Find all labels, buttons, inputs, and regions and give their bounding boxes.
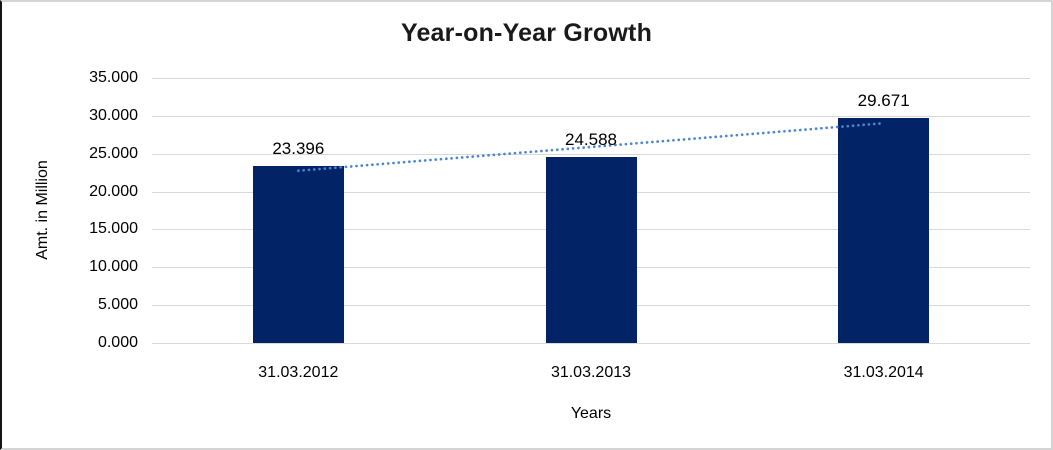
- y-tick-label: 20.000: [89, 182, 138, 200]
- data-label: 23.396: [272, 138, 325, 158]
- y-tick-label: 0.000: [97, 334, 138, 351]
- bar: [545, 156, 637, 343]
- y-tick-label: 30.000: [89, 106, 138, 124]
- x-tick-label: 31.03.2012: [258, 364, 339, 381]
- y-tick-label: 15.000: [89, 220, 138, 238]
- gridline: [152, 153, 1030, 155]
- gridline: [152, 78, 1030, 79]
- y-tick-label: 35.000: [89, 69, 138, 86]
- data-label: 29.671: [857, 91, 910, 111]
- bar: [838, 118, 930, 343]
- y-tick-label: 25.000: [89, 144, 138, 162]
- y-tick-label: 5.000: [97, 296, 138, 314]
- x-axis-title: Years: [570, 405, 612, 422]
- trendline: [296, 121, 886, 173]
- x-tick-label: 31.03.2014: [843, 364, 924, 381]
- bar: [252, 165, 344, 343]
- data-label: 24.588: [565, 129, 617, 149]
- y-axis-title: Amt. in Million: [34, 160, 51, 260]
- plot-area: [152, 78, 1030, 344]
- chart-title: Year-on-Year Growth: [400, 19, 653, 47]
- gridline: [152, 343, 1030, 344]
- gridline: [152, 115, 1030, 117]
- x-tick-label: 31.03.2013: [550, 364, 632, 381]
- y-tick-label: 10.000: [89, 258, 138, 276]
